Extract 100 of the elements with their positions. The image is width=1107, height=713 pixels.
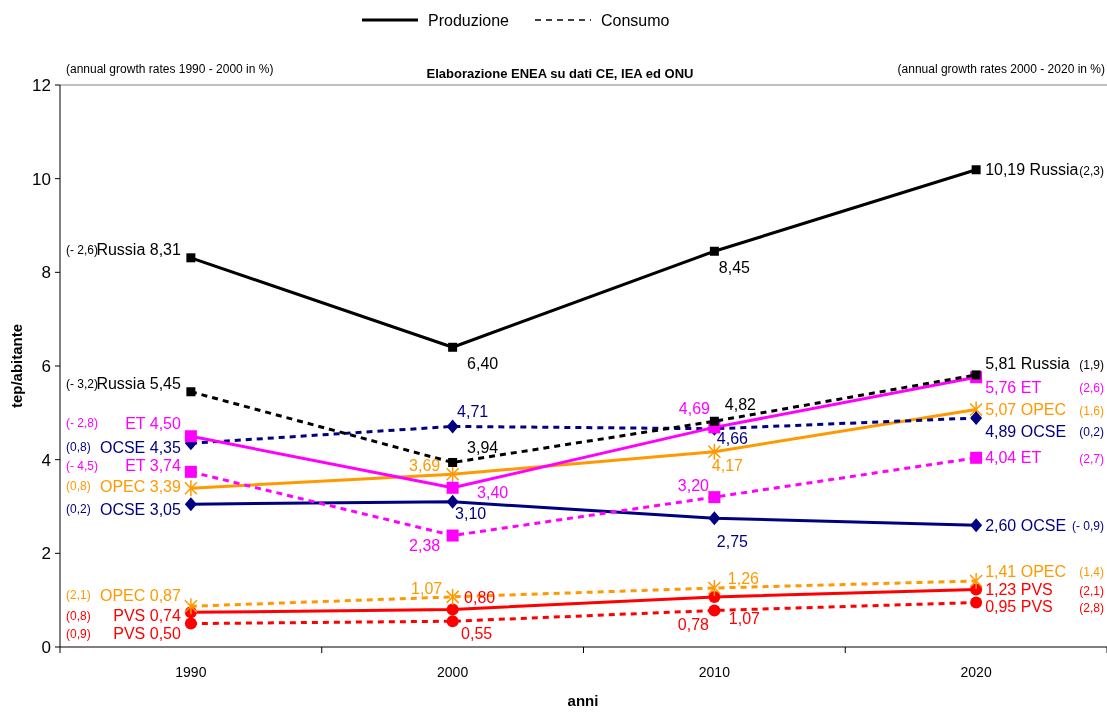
point bbox=[448, 342, 458, 352]
data-label: 3,20 bbox=[677, 476, 710, 494]
text: ET 3,74 bbox=[125, 457, 181, 475]
point bbox=[184, 465, 197, 478]
data-label: 6,40 bbox=[467, 354, 499, 372]
text: 5,76 ET bbox=[985, 378, 1042, 396]
annotation: (0,2) bbox=[66, 502, 91, 517]
point bbox=[184, 430, 197, 443]
point bbox=[446, 494, 459, 509]
y-tick-label: 8 bbox=[41, 263, 51, 283]
y-tick-label: 0 bbox=[41, 637, 51, 657]
text: 4,04 ET bbox=[985, 449, 1042, 467]
point bbox=[445, 588, 460, 606]
text: OCSE 3,05 bbox=[99, 500, 181, 518]
annotation: (- 4,5) bbox=[66, 459, 99, 474]
point bbox=[707, 579, 722, 597]
data-label: 1,07 bbox=[728, 610, 761, 628]
x-tick-label: 2020 bbox=[960, 664, 992, 680]
x-axis-title: anni bbox=[567, 692, 599, 709]
data-label: 3,69 bbox=[409, 456, 441, 474]
point bbox=[445, 465, 460, 483]
point bbox=[186, 387, 196, 397]
point bbox=[184, 479, 198, 497]
y-tick-label: 10 bbox=[32, 169, 51, 189]
point bbox=[446, 481, 459, 494]
text: PVS 0,50 bbox=[113, 625, 181, 643]
x-tick-label: 2010 bbox=[698, 664, 731, 680]
text: 0,95 PVS bbox=[985, 598, 1053, 616]
data-label: 0,78 bbox=[677, 616, 710, 634]
data-label: 1,26 bbox=[727, 569, 760, 587]
data-label: 4,71 bbox=[457, 403, 489, 421]
annotation: (2,1) bbox=[66, 588, 91, 603]
text: 4,89 OCSE bbox=[985, 422, 1067, 440]
point bbox=[186, 253, 196, 263]
data-label: 3,40 bbox=[477, 484, 509, 502]
text: 5,81 Russia bbox=[985, 355, 1070, 373]
point bbox=[709, 246, 719, 256]
point bbox=[970, 518, 983, 533]
annotation: (2,3) bbox=[1079, 163, 1104, 178]
text: OCSE 4,35 bbox=[99, 438, 181, 456]
point bbox=[708, 511, 721, 526]
text: OPEC 3,39 bbox=[99, 477, 181, 495]
point bbox=[184, 597, 198, 616]
annotation: (1,4) bbox=[1079, 565, 1104, 580]
y-tick-label: 4 bbox=[41, 450, 51, 470]
annotation: (0,8) bbox=[66, 479, 91, 494]
annotation: (0,2) bbox=[1079, 425, 1104, 440]
point bbox=[971, 370, 981, 380]
annotation: (0,8) bbox=[66, 440, 91, 455]
annotation: (0,8) bbox=[66, 608, 91, 623]
data-label: 0,80 bbox=[464, 589, 496, 607]
annotation: (- 2,8) bbox=[66, 416, 99, 431]
point bbox=[970, 596, 983, 609]
data-label: 4,66 bbox=[716, 430, 749, 448]
annotation: (2,7) bbox=[1079, 451, 1104, 466]
y-axis-title: tep/abitante bbox=[8, 323, 25, 409]
annotation: (- 0,9) bbox=[1071, 519, 1104, 534]
annotation: (2,8) bbox=[1079, 600, 1104, 615]
data-label: 3,10 bbox=[455, 505, 487, 523]
data-label: 4,17 bbox=[711, 457, 744, 475]
text: OPEC 0,87 bbox=[99, 586, 181, 604]
text: PVS 0,74 bbox=[113, 606, 181, 624]
text: Produzione bbox=[428, 11, 510, 29]
point bbox=[446, 529, 459, 542]
annotation: (- 2,6) bbox=[66, 243, 99, 258]
point bbox=[970, 451, 983, 464]
point bbox=[708, 604, 721, 617]
data-label: 3,94 bbox=[467, 439, 499, 457]
text: Russia 8,31 bbox=[96, 241, 181, 259]
y-tick-label: 2 bbox=[41, 544, 51, 564]
text: (annual growth rates 2000 - 2020 in %) bbox=[897, 62, 1105, 76]
point bbox=[448, 457, 458, 467]
annotation: (- 3,2) bbox=[66, 376, 99, 391]
point bbox=[184, 617, 197, 630]
point bbox=[708, 491, 721, 504]
point bbox=[446, 615, 459, 628]
text: Russia 5,45 bbox=[96, 375, 181, 393]
y-tick-label: 6 bbox=[41, 356, 51, 376]
point bbox=[184, 497, 197, 512]
text: 10,19 Russia bbox=[985, 161, 1079, 179]
data-label: 2,38 bbox=[409, 537, 441, 555]
y-tick-label: 12 bbox=[32, 75, 51, 95]
point bbox=[970, 410, 983, 425]
data-label: 0,55 bbox=[461, 624, 493, 642]
text: (annual growth rates 1990 - 2000 in %) bbox=[66, 62, 274, 76]
annotation: (1,6) bbox=[1079, 403, 1104, 418]
annotation: (0,9) bbox=[66, 626, 91, 641]
text: 5,07 OPEC bbox=[985, 401, 1067, 419]
data-label: 4,69 bbox=[678, 399, 711, 417]
text: 2,60 OCSE bbox=[985, 516, 1067, 534]
data-label: 8,45 bbox=[718, 258, 751, 276]
annotation: (2,6) bbox=[1079, 381, 1104, 396]
x-tick-label: 2000 bbox=[437, 664, 469, 680]
point bbox=[708, 590, 721, 603]
text: 1,41 OPEC bbox=[985, 562, 1067, 580]
text: ET 4,50 bbox=[125, 414, 181, 432]
annotation: (2,1) bbox=[1079, 583, 1104, 598]
point bbox=[446, 419, 459, 434]
data-label: 2,75 bbox=[716, 532, 749, 550]
point bbox=[969, 572, 983, 590]
